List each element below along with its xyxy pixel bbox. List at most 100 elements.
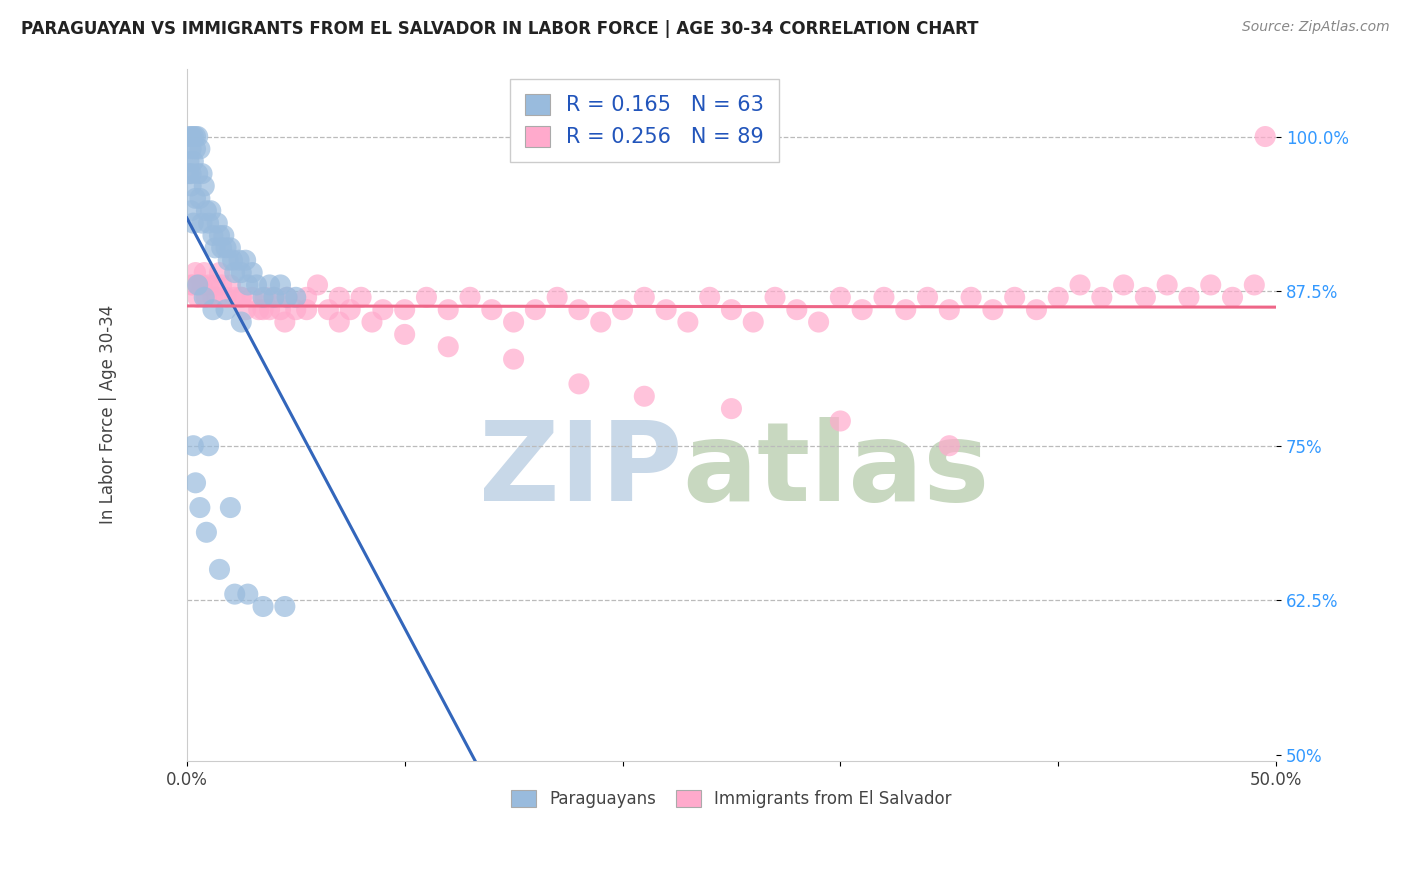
- Point: [215, 302, 238, 317]
- Point: [180, 129, 202, 144]
- Point: [217, 253, 239, 268]
- Point: [1156, 277, 1178, 292]
- Point: [208, 562, 231, 576]
- Point: [1047, 290, 1070, 304]
- Point: [195, 290, 218, 304]
- Point: [247, 302, 270, 317]
- Point: [269, 302, 291, 317]
- Point: [200, 203, 222, 218]
- Point: [917, 290, 939, 304]
- Point: [235, 302, 257, 317]
- Legend: Paraguayans, Immigrants from El Salvador: Paraguayans, Immigrants from El Salvador: [505, 783, 959, 815]
- Point: [502, 352, 524, 367]
- Point: [274, 599, 297, 614]
- Point: [589, 315, 612, 329]
- Point: [184, 129, 207, 144]
- Point: [458, 290, 481, 304]
- Point: [720, 401, 742, 416]
- Point: [254, 290, 277, 304]
- Point: [193, 290, 215, 304]
- Point: [284, 302, 307, 317]
- Point: [231, 290, 253, 304]
- Point: [184, 266, 207, 280]
- Point: [188, 191, 211, 205]
- Point: [295, 302, 318, 317]
- Point: [1069, 277, 1091, 292]
- Text: Source: ZipAtlas.com: Source: ZipAtlas.com: [1241, 20, 1389, 34]
- Point: [236, 277, 259, 292]
- Point: [960, 290, 983, 304]
- Point: [252, 302, 274, 317]
- Point: [187, 277, 209, 292]
- Point: [371, 302, 394, 317]
- Point: [720, 302, 742, 317]
- Point: [224, 290, 246, 304]
- Point: [183, 129, 205, 144]
- Point: [207, 290, 229, 304]
- Point: [830, 290, 852, 304]
- Point: [183, 154, 205, 169]
- Point: [197, 277, 219, 292]
- Point: [195, 525, 218, 540]
- Point: [269, 277, 291, 292]
- Point: [180, 142, 202, 156]
- Point: [183, 439, 205, 453]
- Point: [201, 302, 224, 317]
- Point: [224, 587, 246, 601]
- Point: [394, 302, 416, 317]
- Point: [212, 228, 235, 243]
- Point: [184, 142, 207, 156]
- Point: [183, 277, 205, 292]
- Point: [184, 475, 207, 490]
- Point: [1135, 290, 1157, 304]
- Point: [187, 167, 209, 181]
- Point: [195, 203, 218, 218]
- Point: [177, 129, 200, 144]
- Point: [215, 241, 238, 255]
- Point: [207, 216, 229, 230]
- Point: [361, 315, 384, 329]
- Point: [228, 253, 250, 268]
- Point: [568, 376, 591, 391]
- Point: [187, 129, 209, 144]
- Point: [502, 315, 524, 329]
- Point: [437, 340, 460, 354]
- Point: [830, 414, 852, 428]
- Point: [180, 277, 202, 292]
- Point: [231, 315, 253, 329]
- Point: [350, 290, 373, 304]
- Point: [274, 315, 297, 329]
- Point: [742, 315, 765, 329]
- Point: [328, 315, 350, 329]
- Point: [187, 290, 209, 304]
- Point: [894, 302, 917, 317]
- Point: [259, 277, 281, 292]
- Point: [221, 253, 243, 268]
- Point: [197, 439, 219, 453]
- Point: [240, 266, 263, 280]
- Text: ZIP: ZIP: [479, 417, 682, 524]
- Point: [193, 266, 215, 280]
- Point: [873, 290, 896, 304]
- Point: [699, 290, 721, 304]
- Text: atlas: atlas: [682, 417, 990, 524]
- Point: [236, 587, 259, 601]
- Point: [851, 302, 873, 317]
- Point: [193, 179, 215, 194]
- Y-axis label: In Labor Force | Age 30-34: In Labor Force | Age 30-34: [100, 305, 117, 524]
- Point: [1004, 290, 1026, 304]
- Text: PARAGUAYAN VS IMMIGRANTS FROM EL SALVADOR IN LABOR FORCE | AGE 30-34 CORRELATION: PARAGUAYAN VS IMMIGRANTS FROM EL SALVADO…: [21, 20, 979, 37]
- Point: [938, 302, 960, 317]
- Point: [197, 216, 219, 230]
- Point: [184, 191, 207, 205]
- Point: [208, 228, 231, 243]
- Point: [676, 315, 699, 329]
- Point: [177, 154, 200, 169]
- Point: [219, 241, 242, 255]
- Point: [284, 290, 307, 304]
- Point: [180, 203, 202, 218]
- Point: [204, 241, 226, 255]
- Point: [1199, 277, 1222, 292]
- Point: [259, 302, 281, 317]
- Point: [1254, 129, 1277, 144]
